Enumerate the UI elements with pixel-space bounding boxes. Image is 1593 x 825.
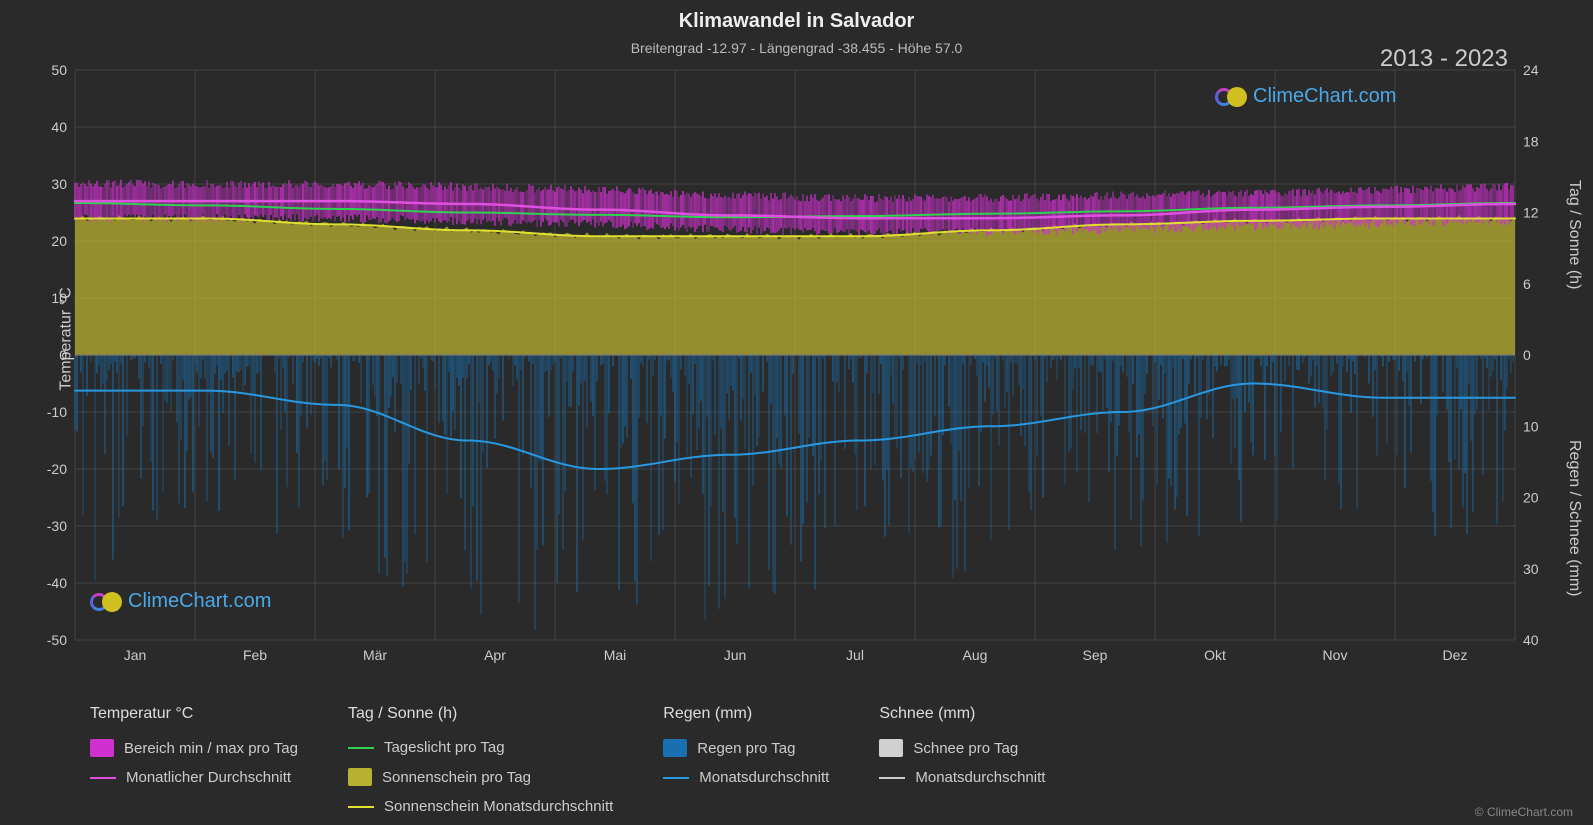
- svg-text:Mai: Mai: [604, 647, 627, 663]
- svg-text:Mär: Mär: [363, 647, 387, 663]
- svg-text:30: 30: [1523, 561, 1539, 577]
- legend-item: Regen pro Tag: [663, 739, 829, 757]
- svg-text:12: 12: [1523, 205, 1539, 221]
- date-range-label: 2013 - 2023: [1380, 45, 1508, 73]
- legend-swatch-icon: [879, 777, 905, 779]
- svg-text:Aug: Aug: [963, 647, 988, 663]
- legend-label: Bereich min / max pro Tag: [124, 740, 298, 757]
- legend-label: Sonnenschein Monatsdurchschnitt: [384, 798, 613, 815]
- brand-watermark: ClimeChart.com: [1215, 85, 1396, 108]
- legend-swatch-icon: [90, 777, 116, 779]
- legend-label: Tageslicht pro Tag: [384, 739, 505, 756]
- svg-text:24: 24: [1523, 62, 1539, 78]
- legend-swatch-icon: [879, 739, 903, 757]
- svg-text:-10: -10: [47, 404, 67, 420]
- svg-text:-30: -30: [47, 518, 67, 534]
- svg-text:Jun: Jun: [724, 647, 747, 663]
- legend-header: Temperatur °C: [90, 705, 298, 723]
- svg-text:40: 40: [51, 119, 67, 135]
- brand-label: ClimeChart.com: [1253, 85, 1396, 108]
- copyright-label: © ClimeChart.com: [1475, 805, 1573, 819]
- brand-watermark: ClimeChart.com: [90, 590, 271, 613]
- logo-sun-icon: [1227, 87, 1247, 107]
- svg-text:20: 20: [1523, 490, 1539, 506]
- legend-swatch-icon: [348, 768, 372, 786]
- legend-col-sun: Tag / Sonne (h) Tageslicht pro Tag Sonnen…: [348, 705, 613, 815]
- svg-text:Jul: Jul: [846, 647, 864, 663]
- legend-label: Sonnenschein pro Tag: [382, 769, 531, 786]
- chart-subtitle: Breitengrad -12.97 - Längengrad -38.455 …: [631, 40, 963, 56]
- legend-item: Sonnenschein pro Tag: [348, 768, 613, 786]
- logo-sun-icon: [102, 592, 122, 612]
- legend-swatch-icon: [663, 777, 689, 779]
- svg-text:-50: -50: [47, 632, 67, 648]
- svg-text:Feb: Feb: [243, 647, 267, 663]
- brand-label: ClimeChart.com: [128, 590, 271, 613]
- svg-text:Okt: Okt: [1204, 647, 1226, 663]
- legend-label: Monatlicher Durchschnitt: [126, 769, 291, 786]
- legend-swatch-icon: [348, 806, 374, 808]
- y-axis-right-bottom-label: Regen / Schnee (mm): [1565, 440, 1583, 597]
- svg-text:Nov: Nov: [1323, 647, 1348, 663]
- legend-item: Schnee pro Tag: [879, 739, 1045, 757]
- svg-text:6: 6: [1523, 276, 1531, 292]
- legend-item: Monatsdurchschnitt: [663, 769, 829, 786]
- legend-item: Bereich min / max pro Tag: [90, 739, 298, 757]
- svg-text:Jan: Jan: [124, 647, 147, 663]
- chart-title: Klimawandel in Salvador: [679, 10, 915, 33]
- svg-text:10: 10: [51, 290, 67, 306]
- legend-label: Schnee pro Tag: [913, 740, 1018, 757]
- legend-label: Regen pro Tag: [697, 740, 795, 757]
- legend: Temperatur °C Bereich min / max pro Tag M…: [90, 705, 1533, 815]
- svg-text:20: 20: [51, 233, 67, 249]
- svg-text:-40: -40: [47, 575, 67, 591]
- legend-col-snow: Schnee (mm) Schnee pro Tag Monatsdurchsch…: [879, 705, 1045, 815]
- legend-item: Sonnenschein Monatsdurchschnitt: [348, 798, 613, 815]
- y-axis-right-top-label: Tag / Sonne (h): [1565, 180, 1583, 289]
- svg-text:Dez: Dez: [1443, 647, 1468, 663]
- svg-text:30: 30: [51, 176, 67, 192]
- svg-text:10: 10: [1523, 418, 1539, 434]
- chart-svg: -50-40-30-20-100102030405006121824102030…: [75, 70, 1515, 640]
- legend-swatch-icon: [90, 739, 114, 757]
- legend-header: Schnee (mm): [879, 705, 1045, 723]
- legend-col-temp: Temperatur °C Bereich min / max pro Tag M…: [90, 705, 298, 815]
- svg-text:Sep: Sep: [1083, 647, 1108, 663]
- legend-item: Monatlicher Durchschnitt: [90, 769, 298, 786]
- legend-swatch-icon: [348, 747, 374, 749]
- legend-header: Tag / Sonne (h): [348, 705, 613, 723]
- legend-item: Monatsdurchschnitt: [879, 769, 1045, 786]
- svg-text:50: 50: [51, 62, 67, 78]
- svg-text:0: 0: [1523, 347, 1531, 363]
- legend-swatch-icon: [663, 739, 687, 757]
- svg-text:Apr: Apr: [484, 647, 506, 663]
- svg-text:40: 40: [1523, 632, 1539, 648]
- legend-col-rain: Regen (mm) Regen pro Tag Monatsdurchschni…: [663, 705, 829, 815]
- svg-text:0: 0: [59, 347, 67, 363]
- chart-plot-area: -50-40-30-20-100102030405006121824102030…: [75, 70, 1515, 640]
- legend-header: Regen (mm): [663, 705, 829, 723]
- legend-label: Monatsdurchschnitt: [915, 769, 1045, 786]
- legend-label: Monatsdurchschnitt: [699, 769, 829, 786]
- legend-item: Tageslicht pro Tag: [348, 739, 613, 756]
- svg-text:-20: -20: [47, 461, 67, 477]
- svg-text:18: 18: [1523, 133, 1539, 149]
